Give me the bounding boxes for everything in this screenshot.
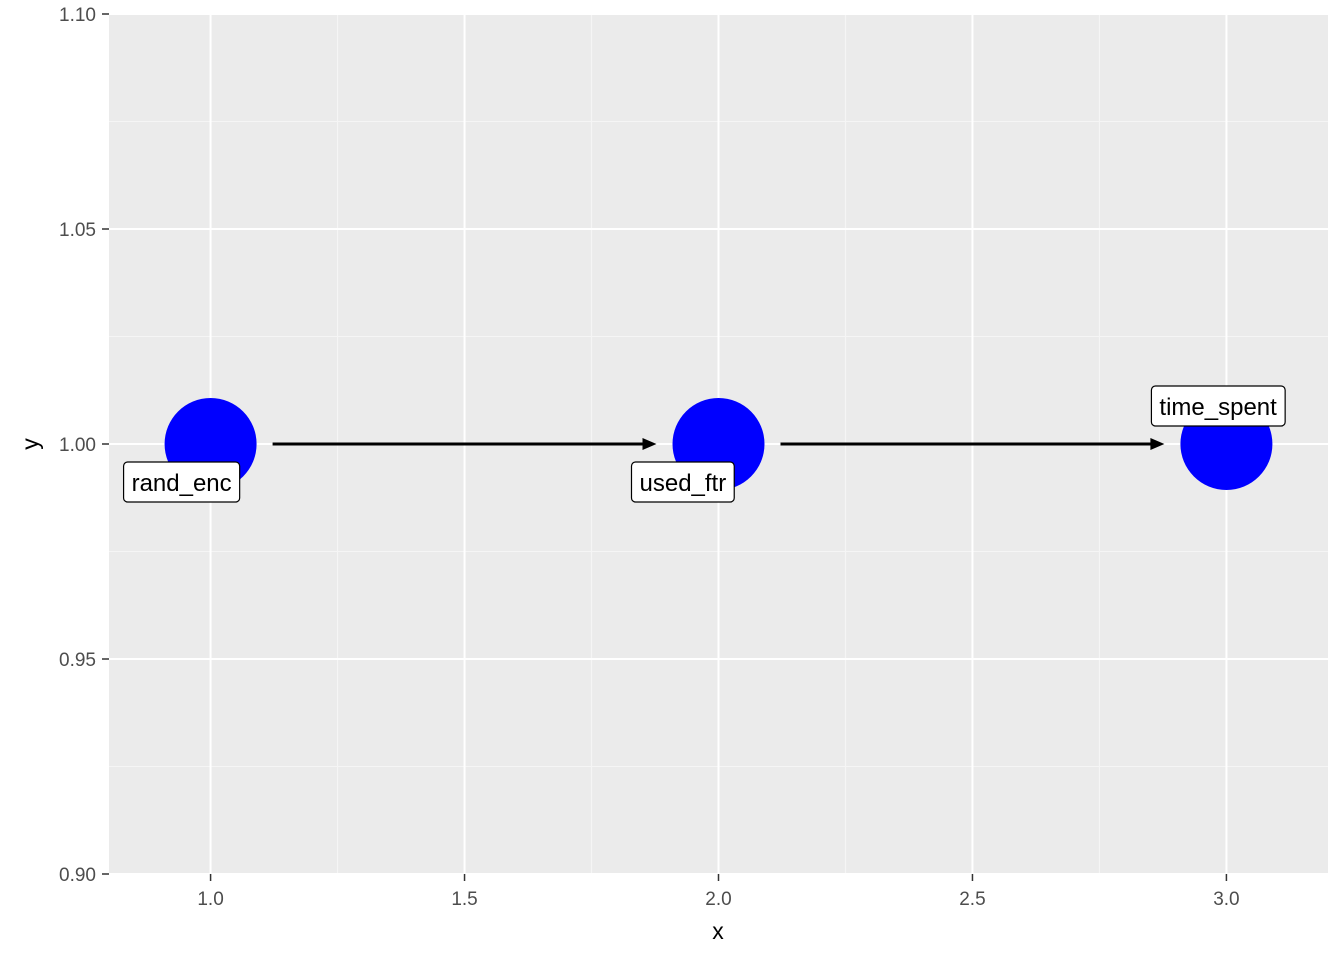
label-text: used_ftr bbox=[640, 470, 727, 497]
y-tick-label: 1.10 bbox=[59, 5, 96, 26]
node-label-rand-enc: rand_enc bbox=[122, 461, 241, 503]
label-text: time_spent bbox=[1159, 394, 1277, 421]
node-labels: rand_enc used_ftr time_spent bbox=[122, 385, 1286, 503]
y-tick-label: 0.95 bbox=[59, 650, 96, 671]
label-text: rand_enc bbox=[132, 470, 232, 497]
x-axis: 1.0 1.5 2.0 2.5 3.0 bbox=[197, 874, 1240, 910]
y-tick-label: 0.90 bbox=[59, 865, 96, 886]
y-tick-label: 1.05 bbox=[59, 220, 96, 241]
node-label-used-ftr: used_ftr bbox=[630, 461, 735, 503]
y-tick-label: 1.00 bbox=[59, 435, 96, 456]
label-box bbox=[122, 461, 241, 503]
label-box bbox=[1150, 385, 1286, 427]
x-tick-label: 1.0 bbox=[197, 889, 223, 910]
edge-arrowhead bbox=[1150, 438, 1165, 450]
y-axis-title: y bbox=[17, 438, 43, 450]
x-tick-label: 3.0 bbox=[1213, 889, 1239, 910]
x-tick-label: 2.5 bbox=[959, 889, 985, 910]
y-axis: 0.90 0.95 1.00 1.05 1.10 bbox=[59, 5, 109, 886]
node-label-time-spent: time_spent bbox=[1150, 385, 1286, 427]
edges bbox=[272, 438, 1165, 450]
edge-arrowhead bbox=[642, 438, 657, 450]
label-box bbox=[630, 461, 735, 503]
x-tick-label: 2.0 bbox=[705, 889, 731, 910]
x-axis-title: x bbox=[712, 918, 724, 944]
x-tick-label: 1.5 bbox=[451, 889, 477, 910]
